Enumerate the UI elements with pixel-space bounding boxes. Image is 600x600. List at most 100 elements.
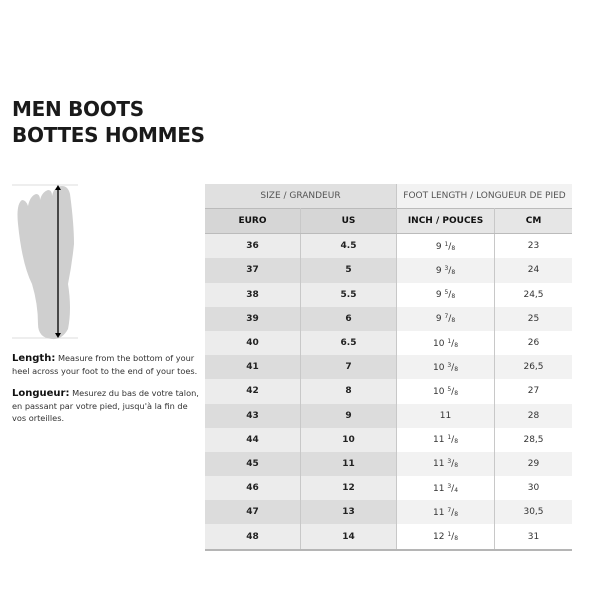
cm-cell: 30,5 bbox=[494, 500, 572, 525]
table-row: 41 7 10 3/8 26,5 bbox=[205, 355, 572, 380]
column-header-cm: CM bbox=[494, 207, 572, 235]
column-header-us: US bbox=[300, 207, 397, 235]
euro-size-cell: 45 bbox=[205, 451, 301, 477]
title-french: BOTTES HOMMES bbox=[12, 123, 205, 147]
fraction-numerator: 3 bbox=[447, 361, 452, 369]
fraction-numerator: 5 bbox=[444, 289, 449, 297]
table-row: 45 11 11 3/8 29 bbox=[205, 451, 572, 477]
us-size-cell: 11 bbox=[300, 451, 397, 477]
fraction-denominator: 8 bbox=[454, 535, 459, 543]
us-size-cell: 7 bbox=[300, 355, 397, 380]
cm-cell: 26 bbox=[494, 330, 572, 356]
fraction-denominator: 8 bbox=[454, 510, 459, 518]
euro-size-cell: 41 bbox=[205, 355, 301, 380]
inch-whole: 9 bbox=[435, 265, 442, 276]
fraction-numerator: 3 bbox=[444, 264, 449, 272]
inch-whole: 11 bbox=[432, 435, 445, 446]
inch-cell: 10 1/8 bbox=[396, 330, 495, 356]
length-label: Length: bbox=[12, 353, 56, 364]
cm-cell: 27 bbox=[494, 379, 572, 404]
group-header-size: SIZE / GRANDEUR bbox=[205, 184, 397, 209]
inch-cell: 9 1/8 bbox=[396, 233, 495, 259]
page-title: MEN BOOTS BOTTES HOMMES bbox=[12, 96, 205, 148]
fraction-numerator: 1 bbox=[447, 337, 452, 345]
us-size-cell: 10 bbox=[300, 427, 397, 452]
cm-cell: 26,5 bbox=[494, 355, 572, 380]
us-size-cell: 9 bbox=[300, 403, 397, 428]
inch-whole: 9 bbox=[435, 241, 442, 252]
longueur-label: Longueur: bbox=[12, 388, 70, 399]
table-row: 42 8 10 5/8 27 bbox=[205, 379, 572, 404]
size-table: SIZE / GRANDEUR FOOT LENGTH / LONGUEUR D… bbox=[205, 184, 572, 551]
fraction-numerator: 1 bbox=[444, 240, 449, 248]
column-header-inch: INCH / POUCES bbox=[396, 207, 495, 235]
fraction-numerator: 1 bbox=[447, 531, 452, 539]
inch-cell: 11 7/8 bbox=[396, 500, 495, 525]
fraction-denominator: 8 bbox=[454, 462, 459, 470]
cm-cell: 31 bbox=[494, 524, 572, 551]
fraction-denominator: 8 bbox=[451, 293, 456, 301]
length-text: Measure from the bottom of your heel acr… bbox=[12, 353, 198, 376]
cm-cell: 28,5 bbox=[494, 427, 572, 452]
title-english: MEN BOOTS bbox=[12, 97, 144, 121]
euro-size-cell: 44 bbox=[205, 427, 301, 452]
us-size-cell: 6.5 bbox=[300, 330, 397, 356]
fraction-denominator: 8 bbox=[451, 317, 456, 325]
length-description-fr: Longueur: Mesurez du bas de votre talon,… bbox=[12, 387, 202, 424]
inch-whole: 10 bbox=[432, 338, 445, 349]
table-row: 43 9 11 28 bbox=[205, 403, 572, 428]
fraction-numerator: 7 bbox=[444, 313, 449, 321]
fraction-denominator: 4 bbox=[454, 486, 459, 494]
column-header-euro: EURO bbox=[205, 207, 301, 235]
us-size-cell: 5 bbox=[300, 258, 397, 283]
euro-size-cell: 42 bbox=[205, 379, 301, 404]
inch-cell: 11 3/8 bbox=[396, 451, 495, 477]
fraction-numerator: 5 bbox=[447, 385, 452, 393]
fraction-denominator: 8 bbox=[454, 341, 459, 349]
fraction-denominator: 8 bbox=[454, 365, 459, 373]
euro-size-cell: 36 bbox=[205, 233, 301, 259]
euro-size-cell: 46 bbox=[205, 476, 301, 501]
inch-cell: 10 3/8 bbox=[396, 355, 495, 380]
us-size-cell: 6 bbox=[300, 306, 397, 331]
us-size-cell: 12 bbox=[300, 476, 397, 501]
inch-cell: 11 1/8 bbox=[396, 427, 495, 452]
euro-size-cell: 39 bbox=[205, 306, 301, 331]
cm-cell: 29 bbox=[494, 451, 572, 477]
fraction-numerator: 3 bbox=[447, 482, 452, 490]
inch-cell: 10 5/8 bbox=[396, 379, 495, 404]
fraction-denominator: 8 bbox=[454, 438, 459, 446]
fraction-numerator: 1 bbox=[447, 434, 452, 442]
euro-size-cell: 40 bbox=[205, 330, 301, 356]
table-row: 47 13 11 7/8 30,5 bbox=[205, 500, 572, 525]
table-row: 36 4.5 9 1/8 23 bbox=[205, 233, 572, 259]
cm-cell: 28 bbox=[494, 403, 572, 428]
fraction-numerator: 7 bbox=[447, 506, 452, 514]
us-size-cell: 5.5 bbox=[300, 282, 397, 307]
inch-whole: 11 bbox=[432, 459, 445, 470]
us-size-cell: 4.5 bbox=[300, 233, 397, 259]
cm-cell: 30 bbox=[494, 476, 572, 501]
foot-measure-icon bbox=[12, 184, 78, 340]
inch-whole: 9 bbox=[435, 290, 442, 301]
table-row: 46 12 11 3/4 30 bbox=[205, 476, 572, 501]
inch-cell: 9 3/8 bbox=[396, 258, 495, 283]
us-size-cell: 13 bbox=[300, 500, 397, 525]
inch-whole: 10 bbox=[432, 362, 445, 373]
us-size-cell: 8 bbox=[300, 379, 397, 404]
cm-cell: 24,5 bbox=[494, 282, 572, 307]
euro-size-cell: 47 bbox=[205, 500, 301, 525]
inch-whole: 11 bbox=[432, 507, 445, 518]
table-row: 38 5.5 9 5/8 24,5 bbox=[205, 282, 572, 307]
group-header-foot-length: FOOT LENGTH / LONGUEUR DE PIED bbox=[396, 184, 572, 209]
inch-whole: 9 bbox=[435, 314, 442, 325]
table-row: 48 14 12 1/8 31 bbox=[205, 524, 572, 551]
table-row: 44 10 11 1/8 28,5 bbox=[205, 427, 572, 452]
fraction-numerator: 3 bbox=[447, 458, 452, 466]
fraction-denominator: 8 bbox=[451, 244, 456, 252]
table-row: 37 5 9 3/8 24 bbox=[205, 258, 572, 283]
fraction-denominator: 8 bbox=[454, 389, 459, 397]
cm-cell: 23 bbox=[494, 233, 572, 259]
inch-cell: 11 3/4 bbox=[396, 476, 495, 501]
